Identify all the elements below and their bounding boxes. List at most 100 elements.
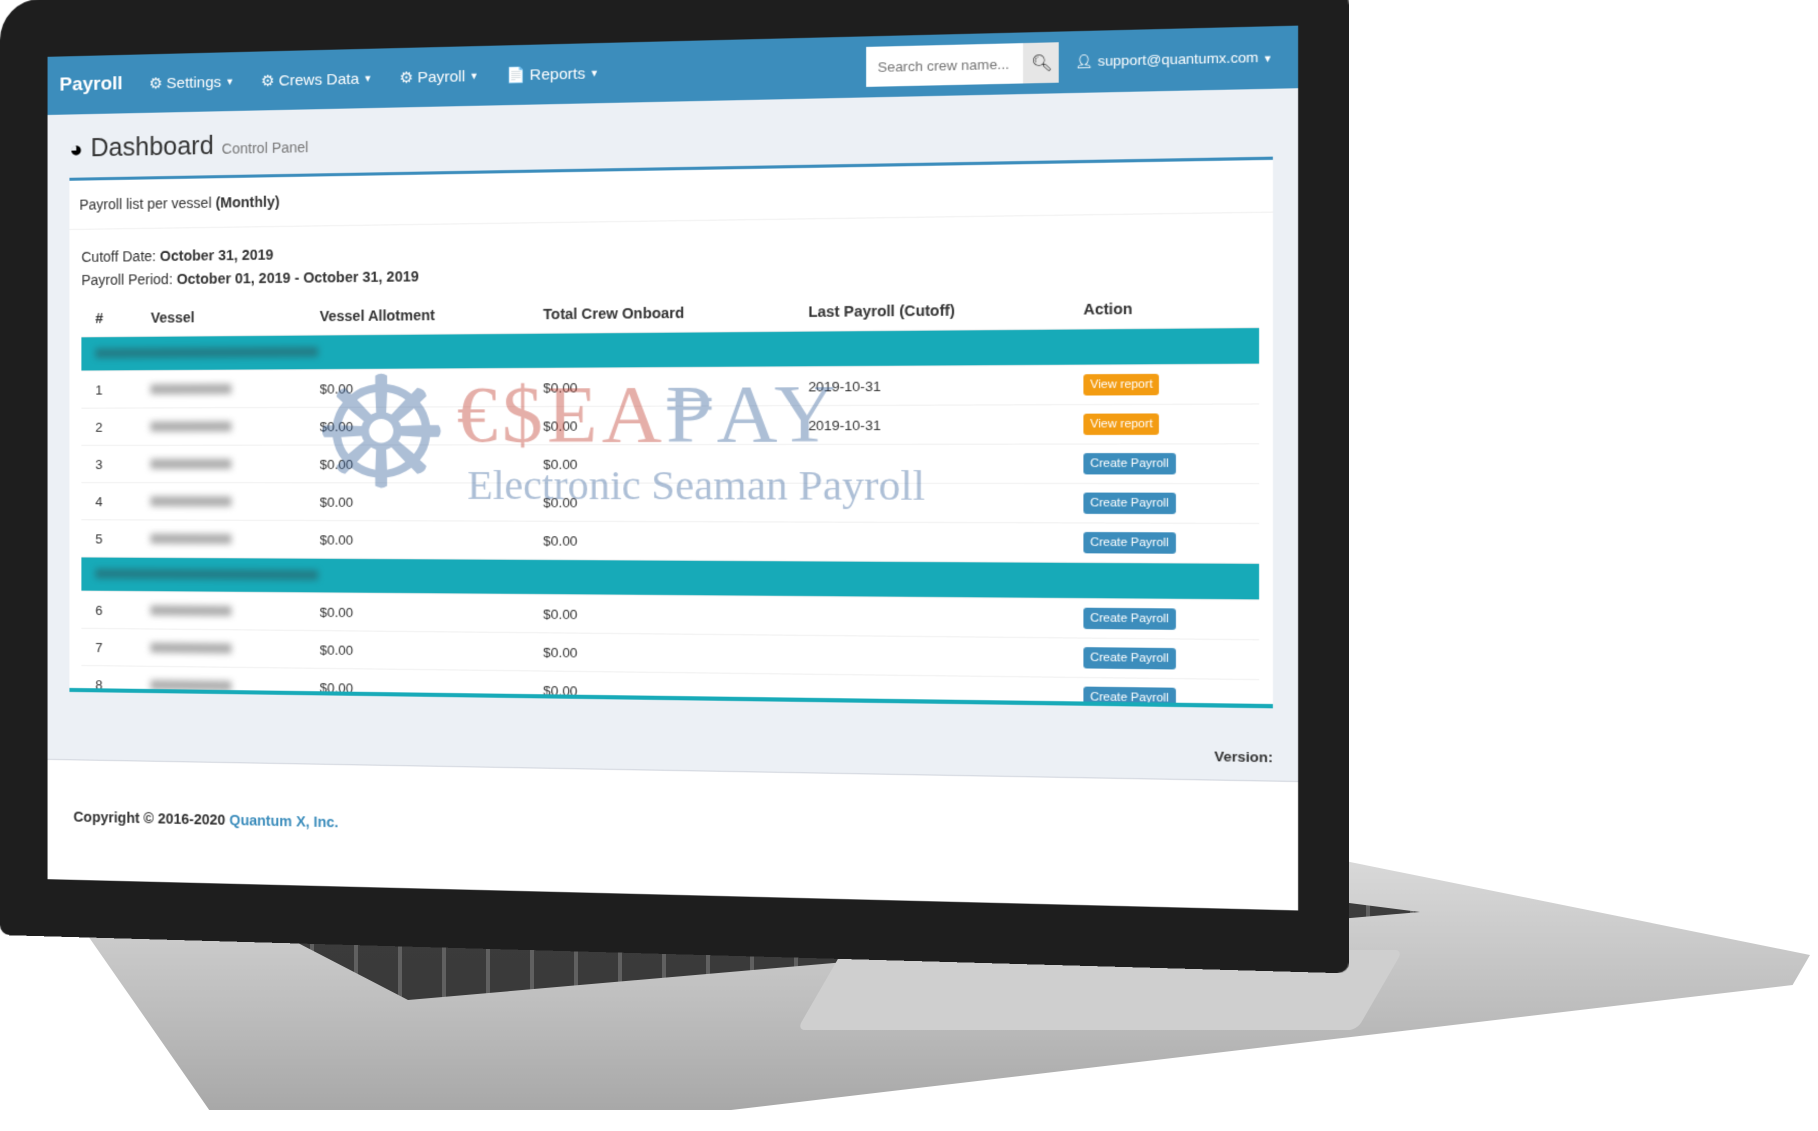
last-payroll: 2019-10-31 — [792, 404, 1068, 445]
company-name-redacted — [95, 568, 319, 581]
create-payroll-button[interactable]: Create Payroll — [1083, 531, 1176, 554]
footer: Copyright © 2016-2020 Quantum X, Inc. — [47, 758, 1299, 911]
company-link[interactable]: Quantum X, Inc. — [229, 811, 339, 831]
vessel-name-redacted — [136, 628, 306, 669]
table-row: 4 $0.00 $0.00 Create Payroll — [81, 482, 1260, 524]
app-screen: Payroll ⚙ Settings ▼ ⚙ Crews Data ▼ ⚙ Payroll… — [47, 25, 1299, 911]
laptop-bezel: Payroll ⚙ Settings ▼ ⚙ Crews Data ▼ ⚙ Payroll… — [0, 0, 1349, 974]
create-payroll-button[interactable]: Create Payroll — [1083, 453, 1176, 475]
user-icon: 👤︎ — [1074, 53, 1094, 70]
action-cell: Create Payroll — [1067, 522, 1260, 564]
vessel-allotment: $0.00 — [305, 668, 529, 709]
table-row: 3 $0.00 $0.00 Create Payroll — [81, 443, 1260, 484]
file-icon: 📄 — [505, 66, 526, 85]
caret-down-icon: ▼ — [469, 70, 479, 82]
table-row: 2 $0.00 $0.00 2019-10-31 View report — [81, 403, 1260, 446]
crew-search: 🔍︎ — [866, 42, 1060, 87]
total-crew: $0.00 — [528, 366, 793, 407]
vessel-allotment: $0.00 — [305, 630, 529, 671]
action-cell: Create Payroll — [1067, 637, 1260, 680]
create-payroll-button[interactable]: Create Payroll — [1083, 686, 1176, 709]
row-number: 3 — [81, 445, 137, 483]
vessel-allotment: $0.00 — [305, 592, 529, 633]
action-cell: Create Payroll — [1067, 483, 1260, 524]
last-payroll — [792, 444, 1068, 484]
brand-logo[interactable]: Payroll — [59, 73, 123, 96]
vessel-allotment: $0.00 — [305, 368, 529, 408]
last-payroll — [792, 635, 1068, 678]
vessel-name-redacted — [136, 591, 306, 631]
vessel-name-redacted — [136, 369, 306, 409]
cutoff-label: Cutoff Date: — [81, 247, 160, 266]
vessel-allotment: $0.00 — [305, 406, 529, 446]
action-cell: Create Payroll — [1067, 677, 1260, 709]
action-cell: View report — [1067, 364, 1260, 405]
user-menu[interactable]: 👤︎ support@quantumx.com ▼ — [1075, 49, 1273, 71]
row-number: 4 — [81, 482, 137, 520]
page-title: Dashboard — [90, 131, 214, 163]
table-row: 1 $0.00 $0.00 2019-10-31 View report — [81, 364, 1260, 409]
total-crew: $0.00 — [528, 405, 793, 445]
vessel-allotment: $0.00 — [305, 482, 529, 522]
view-report-button[interactable]: View report — [1083, 373, 1160, 396]
total-crew: $0.00 — [528, 482, 793, 523]
last-payroll: 2019-10-31 — [792, 365, 1068, 406]
vessel-allotment: $0.00 — [305, 444, 529, 483]
payroll-table: # Vessel Vessel Allotment Total Crew Onb… — [81, 288, 1260, 709]
payroll-box: Payroll list per vessel (Monthly) Cutoff… — [69, 156, 1273, 709]
version-label: Version: — [1214, 748, 1273, 766]
total-crew: $0.00 — [528, 521, 793, 561]
col-last-payroll: Last Payroll (Cutoff) — [792, 290, 1068, 332]
create-payroll-button[interactable]: Create Payroll — [1083, 492, 1176, 515]
col-allotment: Vessel Allotment — [305, 295, 529, 336]
total-crew: $0.00 — [528, 594, 793, 636]
row-number: 1 — [81, 370, 137, 409]
menu-label: Payroll — [417, 67, 466, 87]
search-input[interactable] — [866, 43, 1024, 87]
row-number: 7 — [81, 628, 137, 667]
search-button[interactable]: 🔍︎ — [1023, 42, 1060, 84]
menu-settings[interactable]: ⚙ Settings ▼ — [149, 72, 234, 92]
row-number: 2 — [81, 408, 137, 446]
period-value: October 01, 2019 - October 31, 2019 — [176, 268, 419, 288]
vessel-name-redacted — [136, 666, 306, 706]
menu-label: Settings — [166, 73, 222, 92]
cutoff-value: October 31, 2019 — [159, 246, 274, 265]
col-number: # — [81, 299, 137, 337]
payroll-table-scroll[interactable]: # Vessel Vessel Allotment Total Crew Onb… — [69, 288, 1273, 709]
company-name-redacted — [95, 346, 319, 359]
caret-down-icon: ▼ — [225, 76, 235, 87]
row-number: 8 — [81, 665, 137, 704]
menu-payroll[interactable]: ⚙ Payroll ▼ — [399, 67, 479, 87]
action-cell: Create Payroll — [1067, 598, 1260, 640]
col-action: Action — [1067, 288, 1260, 330]
gear-icon: ⚙ — [260, 72, 275, 91]
search-icon: 🔍︎ — [1030, 54, 1053, 73]
caret-down-icon: ▼ — [589, 67, 599, 79]
action-cell: Create Payroll — [1067, 443, 1260, 484]
period-label: Payroll Period: — [81, 270, 177, 289]
page-subtitle: Control Panel — [221, 138, 309, 157]
caret-down-icon: ▼ — [1262, 53, 1273, 65]
vessel-name-redacted — [136, 482, 306, 521]
menu-crews-data[interactable]: ⚙ Crews Data ▼ — [261, 69, 373, 90]
user-email: support@quantumx.com — [1097, 49, 1259, 70]
col-crew: Total Crew Onboard — [528, 292, 793, 334]
box-title-bold: (Monthly) — [215, 193, 280, 211]
gear-icon: ⚙ — [399, 69, 414, 87]
row-number: 6 — [81, 591, 137, 629]
create-payroll-button[interactable]: Create Payroll — [1083, 607, 1176, 630]
last-payroll — [792, 522, 1068, 563]
row-number: 5 — [81, 519, 137, 558]
vessel-name-redacted — [136, 519, 306, 559]
create-payroll-button[interactable]: Create Payroll — [1083, 647, 1176, 670]
view-report-button[interactable]: View report — [1083, 413, 1160, 435]
last-payroll — [792, 483, 1068, 523]
last-payroll — [792, 674, 1068, 709]
vessel-name-redacted — [136, 445, 306, 483]
total-crew: $0.00 — [528, 670, 793, 709]
gear-icon: ⚙ — [148, 75, 163, 93]
menu-reports[interactable]: 📄 Reports ▼ — [506, 64, 599, 85]
dashboard-icon: ◕ — [69, 136, 83, 162]
total-crew: $0.00 — [528, 444, 793, 484]
